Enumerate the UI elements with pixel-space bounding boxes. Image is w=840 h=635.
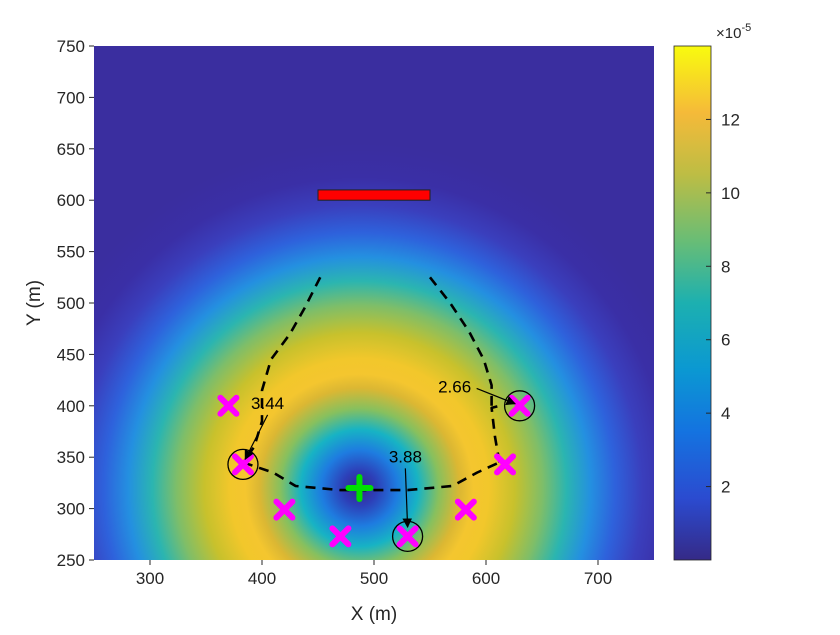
annotation-label: 3.88 bbox=[389, 447, 422, 466]
x-marker-stroke bbox=[273, 498, 296, 521]
colorbar: 2 4 6 8 10 12 ×10-5 bbox=[673, 22, 751, 561]
y-tick-label: 350 bbox=[57, 448, 85, 467]
center-plus-marker bbox=[345, 474, 374, 503]
colorbar-tick-label: 10 bbox=[721, 184, 740, 203]
annotation-arrow bbox=[476, 387, 517, 406]
x-marker-stroke bbox=[454, 498, 477, 521]
x-marker bbox=[217, 394, 240, 417]
x-marker-stroke bbox=[396, 525, 419, 548]
trajectory-path bbox=[490, 404, 501, 463]
y-axis-label: Y (m) bbox=[24, 280, 45, 326]
x-marker-stroke bbox=[494, 453, 517, 476]
y-tick-label: 550 bbox=[57, 243, 85, 262]
colorbar-tick-label: 2 bbox=[721, 478, 730, 497]
y-tick-label: 600 bbox=[57, 191, 85, 210]
colorbar-exponent: ×10-5 bbox=[716, 22, 751, 42]
trajectory-path bbox=[428, 276, 493, 406]
x-marker bbox=[396, 525, 419, 548]
selected-marker-circle bbox=[227, 448, 259, 481]
y-tick-label: 700 bbox=[57, 88, 85, 107]
annotation-arrow bbox=[402, 468, 413, 529]
colorbar-tick-label: 8 bbox=[721, 257, 730, 276]
y-tick-label: 450 bbox=[57, 345, 85, 364]
x-marker-stroke bbox=[508, 394, 531, 417]
trajectory-path bbox=[242, 461, 500, 492]
x-tick-label: 300 bbox=[136, 569, 164, 588]
colorbar-tick-label: 12 bbox=[721, 110, 740, 129]
x-marker bbox=[454, 498, 477, 521]
y-tick-label: 300 bbox=[57, 500, 85, 519]
annotation-label: 2.66 bbox=[438, 377, 471, 396]
y-axis: 250 300 350 400 450 500 550 600 650 700 750 bbox=[57, 37, 94, 570]
x-marker bbox=[329, 525, 352, 548]
colorbar-gradient bbox=[673, 45, 712, 561]
y-tick-label: 500 bbox=[57, 294, 85, 313]
selected-marker-circle bbox=[503, 390, 536, 422]
x-tick-label: 600 bbox=[472, 569, 500, 588]
x-tick-label: 700 bbox=[584, 569, 612, 588]
colorbar-tick-label: 6 bbox=[721, 331, 730, 350]
x-tick-label: 400 bbox=[248, 569, 276, 588]
obstacle-rectangle bbox=[317, 189, 431, 201]
x-tick-label: 500 bbox=[360, 569, 388, 588]
annotation-arrow bbox=[244, 414, 269, 461]
plot-area: 3.44 3.88 2.66 bbox=[94, 46, 654, 560]
x-marker bbox=[273, 498, 296, 521]
colorbar-exponent-power: -5 bbox=[741, 22, 751, 34]
trajectory-path bbox=[241, 276, 322, 464]
annotation-label: 3.44 bbox=[251, 394, 284, 413]
x-marker bbox=[494, 453, 517, 476]
y-tick-label: 250 bbox=[57, 551, 85, 570]
y-tick-label: 750 bbox=[57, 37, 85, 56]
x-marker-stroke bbox=[217, 394, 240, 417]
x-axis: 300 400 500 600 700 bbox=[136, 560, 612, 588]
heatmap-field bbox=[94, 46, 654, 560]
colorbar-ticks: 2 4 6 8 10 12 bbox=[706, 110, 740, 497]
colorbar-tick-label: 4 bbox=[721, 404, 730, 423]
colorbar-exponent-base: ×10 bbox=[716, 25, 741, 42]
x-marker-stroke bbox=[329, 525, 352, 548]
y-tick-label: 650 bbox=[57, 140, 85, 159]
y-tick-label: 400 bbox=[57, 397, 85, 416]
overlay-layer: 3.44 3.88 2.66 bbox=[217, 189, 536, 553]
x-axis-label: X (m) bbox=[351, 604, 397, 625]
